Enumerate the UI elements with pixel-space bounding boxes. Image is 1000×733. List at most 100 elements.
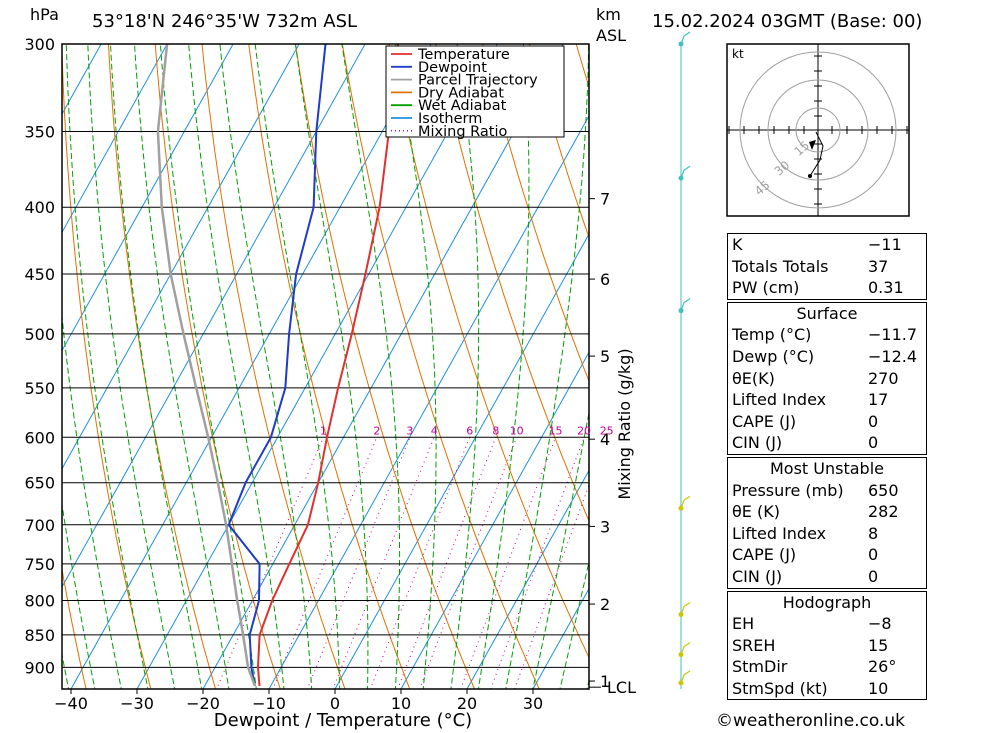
- index-label: Dewp (°C): [732, 346, 815, 366]
- mixing-ratio-line: [514, 483, 589, 689]
- x-tick-label: −40: [54, 694, 88, 713]
- wet-adiabat-line: [505, 44, 589, 689]
- index-label: StmDir: [732, 657, 788, 677]
- mixing-ratio-label: 1: [320, 424, 327, 437]
- legend-label: Dewpoint: [418, 60, 487, 76]
- pressure-label: 400: [24, 198, 55, 217]
- dry-adiabat-line: [62, 44, 152, 689]
- mixing-ratio-axis-label: Mixing Ratio (g/kg): [615, 348, 634, 499]
- location-title: 53°18'N 246°35'W 732m ASL: [92, 11, 358, 32]
- index-value: 0: [868, 433, 879, 453]
- mixing-ratio-line: [490, 437, 585, 689]
- isotherm-line: [268, 114, 589, 689]
- km-tick-label: 1: [600, 672, 610, 691]
- index-value: −11.7: [868, 325, 918, 345]
- mixing-ratio-label: 8: [492, 424, 499, 437]
- legend-label: Wet Adiabat: [418, 98, 507, 114]
- surface-row: CIN (J) 0: [728, 432, 926, 454]
- pressure-label: 800: [24, 592, 55, 611]
- indices-box-surface: Surface Temp (°C) −11.7 Dewp (°C) −12.4 θE(K…: [727, 301, 927, 455]
- x-tick-label: −30: [120, 694, 154, 713]
- hodograph-unit: kt: [732, 47, 744, 61]
- mixing-ratio-label: 4: [431, 424, 438, 437]
- isotherm-line: [62, 44, 366, 588]
- legend-label: Dry Adiabat: [418, 85, 504, 101]
- index-value: −8: [868, 614, 892, 634]
- wind-barb: [680, 495, 691, 509]
- index-label: CAPE (J): [732, 411, 797, 431]
- hodograph-ring: [739, 51, 897, 209]
- index-label: θE (K): [732, 502, 780, 522]
- hodograph-row: EH −8: [728, 613, 926, 635]
- dry-adiabat-line: [201, 44, 346, 689]
- legend-label: Isotherm: [418, 111, 482, 127]
- wet-adiabat-line: [0, 0, 55, 733]
- index-value: −11: [868, 235, 902, 254]
- surface-row: Dewp (°C) −12.4: [728, 346, 926, 368]
- wet-adiabat-line: [65, 44, 149, 689]
- index-label: θE(K): [732, 368, 775, 388]
- mixing-ratio-label: 2: [373, 424, 380, 437]
- mixing-ratio-line: [460, 437, 556, 689]
- index-value: 15: [868, 635, 889, 655]
- index-label: Lifted Index: [732, 523, 827, 543]
- km-tick-label: 6: [600, 270, 610, 289]
- surface-row: θE(K) 270: [728, 368, 926, 390]
- mixing-ratio-line: [332, 437, 435, 689]
- index-value: 282: [868, 502, 899, 522]
- pressure-label: 450: [24, 265, 55, 284]
- index-value: 8: [868, 523, 879, 543]
- dry-adiabat-line: [248, 44, 411, 689]
- most-unstable-row: Pressure (mb) 650: [728, 480, 926, 502]
- copyright-footer: ©weatheronline.co.uk: [716, 711, 906, 731]
- index-label: CIN (J): [732, 433, 783, 453]
- most-unstable-title: Most Unstable: [770, 458, 884, 478]
- mixing-ratio-label: 25: [600, 424, 614, 437]
- surface-row: Temp (°C) −11.7: [728, 324, 926, 346]
- pressure-unit-label: hPa: [30, 5, 59, 24]
- index-label: Temp (°C): [732, 325, 812, 345]
- isotherm-line: [0, 0, 32, 733]
- most-unstable-row: CIN (J) 0: [728, 566, 926, 588]
- wet-adiabat-line: [341, 44, 401, 689]
- most-unstable-row: CAPE (J) 0: [728, 544, 926, 566]
- x-axis-label: Dewpoint / Temperature (°C): [214, 710, 472, 731]
- surface-row: CAPE (J) 0: [728, 411, 926, 433]
- plot-frame: [61, 43, 590, 690]
- indices-box-most-unstable: Most Unstable Pressure (mb) 650 θE (K) 282 L…: [727, 456, 927, 589]
- isotherm-line: [62, 44, 300, 470]
- temperature-axis: −40 −30 −20 −10 0 10 20 30: [54, 689, 543, 713]
- wet-adiabat-line: [87, 44, 176, 689]
- mixing-ratio-label: 10: [510, 424, 524, 437]
- hodograph-ring: [767, 79, 869, 181]
- series-parcel-trajectory: [156, 44, 257, 687]
- wind-barb: [680, 298, 691, 311]
- index-value: 10: [868, 678, 889, 698]
- wet-adiabat-line: [159, 44, 257, 689]
- wet-adiabat-line: [532, 410, 589, 689]
- x-tick-label: −20: [186, 694, 220, 713]
- surface-row: Lifted Index 17: [728, 389, 926, 411]
- datetime-title: 15.02.2024 03GMT (Base: 00): [652, 11, 923, 32]
- mixing-ratio-labels: 1 2 3 4 6 8 10 15 20 25: [320, 424, 614, 437]
- wet-adiabat-line: [219, 44, 313, 689]
- km-tick-label: 3: [600, 517, 610, 536]
- mixing-ratio-label: 20: [577, 424, 591, 437]
- x-tick-label: −10: [252, 694, 286, 713]
- dry-adiabat-line: [62, 567, 87, 689]
- series-temperature: [256, 44, 400, 687]
- legend-box: [385, 45, 565, 138]
- wet-adiabat-line: [188, 44, 285, 689]
- wind-barb: [680, 165, 691, 179]
- pressure-label: 350: [24, 122, 55, 141]
- wet-adiabat-line: [294, 44, 369, 689]
- isotherm-line: [466, 469, 589, 689]
- hodograph-trace: [809, 131, 824, 177]
- hodograph-row: StmSpd (kt) 10: [728, 678, 926, 700]
- x-tick-label: 20: [457, 694, 477, 713]
- index-row: K −11: [728, 234, 926, 256]
- profile-series: [156, 44, 400, 687]
- wet-adiabat-line: [62, 651, 70, 689]
